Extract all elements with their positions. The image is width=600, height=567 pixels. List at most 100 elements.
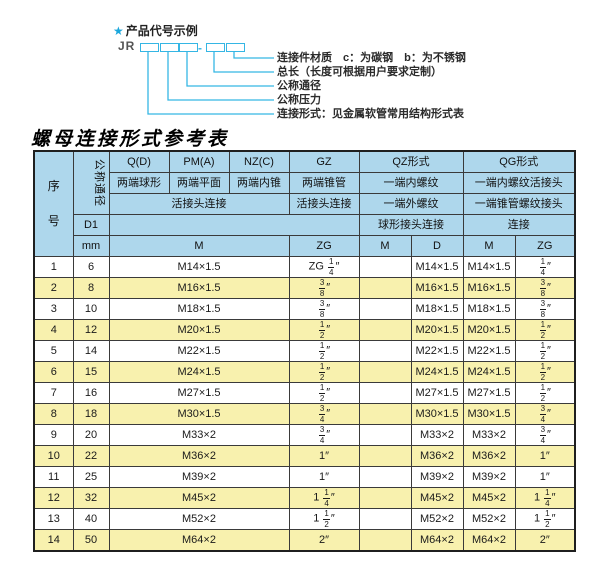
table-cell: 3 8 ″ [514, 298, 576, 320]
header-pm-sub: 两端平面 [168, 172, 230, 194]
header-dn: 公称通径 [72, 150, 110, 215]
table-cell: M52×2 [108, 508, 290, 530]
table-cell: 1 2 ″ [514, 319, 576, 341]
header-nz-sub: 两端内锥 [228, 172, 290, 194]
table-cell: M22×1.5 [410, 340, 464, 362]
table-cell: M30×1.5 [462, 403, 516, 425]
table-cell: M27×1.5 [462, 382, 516, 404]
header-d-qz: D [410, 235, 464, 257]
table-row: 9 20 M33×2 3 4 ″ M33×2 M33×2 3 4 ″ [33, 424, 576, 446]
table-cell: 25 [72, 466, 110, 488]
table-cell [358, 319, 412, 341]
table-cell: 6 [72, 256, 110, 278]
table-cell: M45×2 [108, 487, 290, 509]
table-cell: M24×1.5 [462, 361, 516, 383]
table-cell: 1 1 4 ″ [514, 487, 576, 509]
table-cell: 3 4 ″ [288, 403, 360, 425]
table-cell: 10 [72, 298, 110, 320]
code-dash: - [198, 41, 202, 55]
table-cell: 2″ [288, 529, 360, 552]
table-cell: M27×1.5 [108, 382, 290, 404]
table-cell: 1 2 ″ [514, 382, 576, 404]
table-cell: 5 [33, 340, 74, 362]
reference-table: 序号 公称通径 Q(D) PM(A) NZ(C) GZ QZ形式 QG形式 两端… [33, 150, 576, 552]
header-qz-sub2: 一端外螺纹 [358, 193, 464, 215]
header-col-qz: QZ形式 [358, 150, 464, 173]
table-cell [358, 466, 412, 488]
table-cell [358, 340, 412, 362]
table-cell: 3 8 ″ [288, 298, 360, 320]
header-col-q: Q(D) [108, 150, 170, 173]
header-col-pm: PM(A) [168, 150, 230, 173]
table-cell: 3 8 ″ [288, 277, 360, 299]
table-cell: 40 [72, 508, 110, 530]
table-cell: 14 [33, 529, 74, 552]
table-row: 1 6 M14×1.5 ZG 1 4 ″ M14×1.5 M14×1.5 1 4 ″ [33, 256, 576, 278]
code-box-5 [226, 43, 245, 52]
table-row: 7 16 M27×1.5 1 2 ″ M27×1.5 M27×1.5 1 2 ″ [33, 382, 576, 404]
label-total-length: 总长（长度可根据用户要求定制） [277, 66, 442, 78]
table-cell: 7 [33, 382, 74, 404]
table-cell: 4 [33, 319, 74, 341]
table-cell: M36×2 [462, 445, 516, 467]
connector-lines [147, 52, 274, 115]
table-cell: M16×1.5 [462, 277, 516, 299]
table-cell [358, 445, 412, 467]
table-cell: 11 [33, 466, 74, 488]
table-cell: 1 4 ″ [514, 256, 576, 278]
table-cell [358, 508, 412, 530]
table-cell: M20×1.5 [410, 319, 464, 341]
table-cell: 32 [72, 487, 110, 509]
label-material: 连接件材质 c：为碳钢 b：为不锈钢 [277, 52, 466, 64]
table-cell: M14×1.5 [410, 256, 464, 278]
table-cell: M18×1.5 [462, 298, 516, 320]
header-m-merged: M [108, 235, 290, 257]
table-cell [358, 424, 412, 446]
header-union-gz: 活接头连接 [288, 193, 360, 215]
header-col-nz: NZ(C) [228, 150, 290, 173]
table-cell [358, 382, 412, 404]
table-cell: 1 2 ″ [288, 361, 360, 383]
header-qz-sub3: 球形接头连接 [358, 214, 464, 236]
table-cell: 1 2 ″ [288, 340, 360, 362]
table-cell: M20×1.5 [108, 319, 290, 341]
table-cell: M33×2 [410, 424, 464, 446]
header-col-gz: GZ [288, 150, 360, 173]
table-cell: M14×1.5 [108, 256, 290, 278]
table-cell: 10 [33, 445, 74, 467]
table-row: 14 50 M64×2 2″ M64×2 M64×2 2″ [33, 529, 576, 552]
table-row: 2 8 M16×1.5 3 8 ″ M16×1.5 M16×1.5 3 8 ″ [33, 277, 576, 299]
diagram-title-text: 产品代号示例 [125, 24, 198, 38]
header-m-qz: M [358, 235, 412, 257]
table-cell: 16 [72, 382, 110, 404]
table-cell: 1 2 ″ [288, 319, 360, 341]
table-cell: 1 2 ″ [514, 361, 576, 383]
table-cell [358, 361, 412, 383]
table-cell: 2 [33, 277, 74, 299]
table-cell: 2″ [514, 529, 576, 552]
table-cell [358, 298, 412, 320]
table-title: 螺母连接形式参考表 [31, 129, 230, 150]
header-union-left: 活接头连接 [108, 193, 290, 215]
table-cell: M18×1.5 [410, 298, 464, 320]
table-cell: ZG 1 4 ″ [288, 256, 360, 278]
table-cell: 1″ [288, 466, 360, 488]
table-cell: M64×2 [462, 529, 516, 552]
label-nominal-dia: 公称通径 [277, 80, 321, 92]
header-qz-sub1: 一端内螺纹 [358, 172, 464, 194]
table-cell: 1″ [514, 466, 576, 488]
header-col-qg: QG形式 [462, 150, 576, 173]
table-cell: 3 4 ″ [288, 424, 360, 446]
header-mm: mm [72, 235, 110, 257]
table-cell: M33×2 [462, 424, 516, 446]
table-cell: 22 [72, 445, 110, 467]
table-cell: M64×2 [108, 529, 290, 552]
header-empty-band [108, 214, 360, 236]
header-zg-qg: ZG [514, 235, 576, 257]
table-cell: M22×1.5 [462, 340, 516, 362]
product-code-prefix: JR [118, 39, 136, 53]
table-cell: M16×1.5 [410, 277, 464, 299]
table-row: 4 12 M20×1.5 1 2 ″ M20×1.5 M20×1.5 1 2 ″ [33, 319, 576, 341]
table-cell: M39×2 [410, 466, 464, 488]
